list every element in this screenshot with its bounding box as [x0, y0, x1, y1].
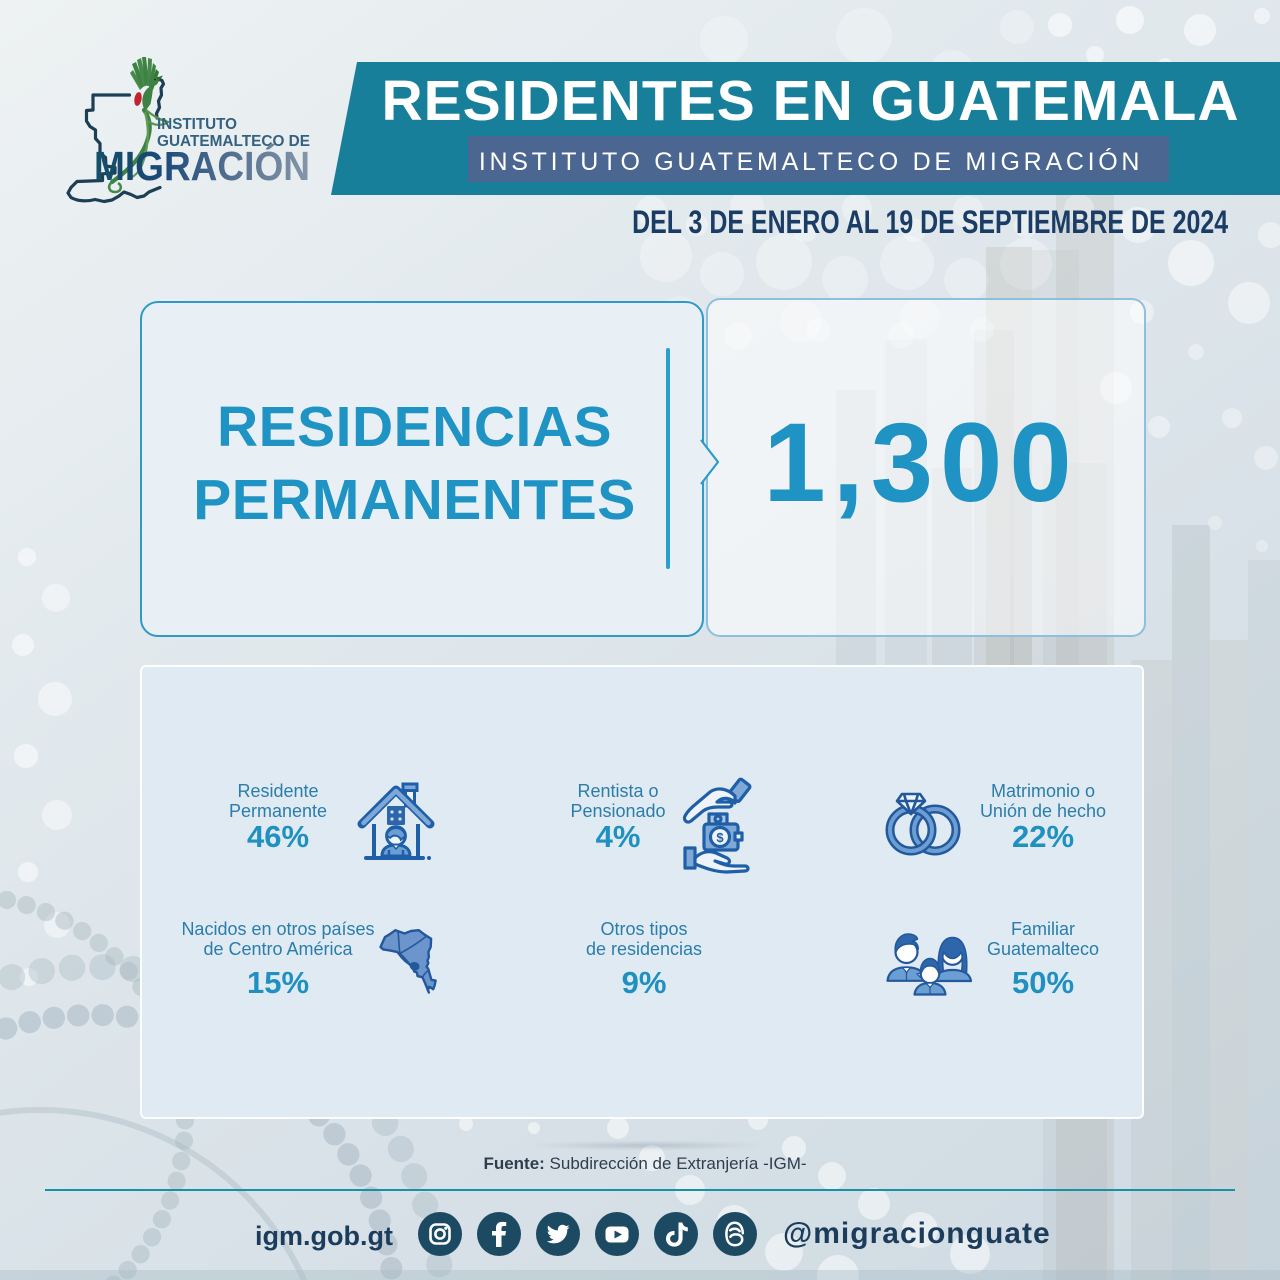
svg-text:MIGRACIÓN: MIGRACIÓN: [94, 143, 310, 189]
svg-text:$: $: [716, 830, 724, 845]
svg-text:INSTITUTO: INSTITUTO: [157, 116, 237, 133]
svg-text:GUATEMALTECO DE: GUATEMALTECO DE: [157, 133, 310, 150]
